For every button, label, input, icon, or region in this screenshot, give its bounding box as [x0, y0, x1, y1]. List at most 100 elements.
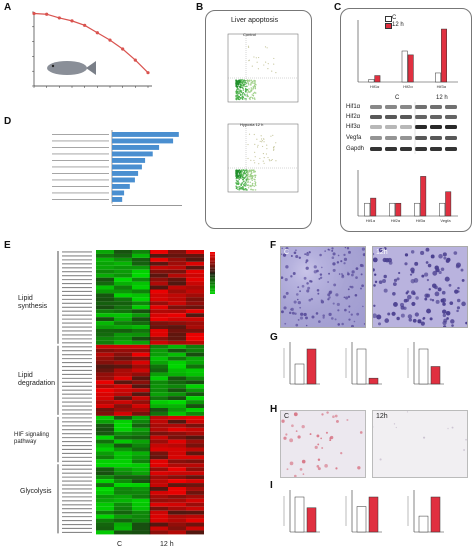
flow-dot	[243, 172, 246, 174]
flow-dot	[241, 182, 243, 184]
heatmap-cell	[96, 530, 114, 535]
tissue-nucleus	[328, 272, 330, 275]
flow-dot	[242, 169, 244, 171]
flow-dot-outlier	[247, 157, 249, 160]
flow-dot-outlier	[266, 148, 268, 150]
flow-dot	[252, 88, 254, 90]
tissue-nucleus	[289, 461, 294, 466]
heatmap-cell	[168, 415, 186, 420]
heatmap-cell	[96, 364, 114, 369]
heatmap-cell	[150, 356, 168, 361]
tissue-nucleus	[373, 426, 374, 428]
heatmap-cell	[96, 277, 114, 282]
tissue-nucleus	[294, 312, 297, 315]
flow-dot	[247, 90, 249, 92]
ctop-bar-Hif3α-0	[435, 72, 441, 83]
heatmap-scale-step	[210, 267, 215, 269]
panel-label-b: B	[196, 2, 204, 13]
flow-dot	[253, 174, 256, 177]
flow-dot-outlier	[265, 61, 267, 63]
flow-dot	[248, 97, 251, 99]
flow-dot	[255, 184, 257, 187]
tissue-nucleus	[294, 412, 297, 415]
heatmap-cell	[168, 388, 186, 393]
heatmap-cell	[186, 305, 204, 310]
flow-dot	[250, 96, 252, 98]
heatmap-cell	[132, 388, 150, 393]
heatmap-cell	[186, 427, 204, 432]
heatmap-cell	[168, 261, 186, 266]
heatmap-cell	[168, 447, 186, 452]
flow-dot	[238, 171, 240, 173]
d-bar-9	[112, 190, 125, 196]
heatmap-cell	[132, 439, 150, 444]
flow-dot	[238, 92, 241, 94]
heatmap-cell	[168, 467, 186, 472]
tissue-nucleus	[407, 314, 413, 319]
tissue-nucleus	[440, 298, 445, 303]
tissue-nucleus	[336, 302, 340, 307]
blot-band	[385, 115, 397, 119]
flow-dot	[250, 87, 252, 89]
tissue-nucleus	[319, 276, 323, 279]
heatmap-cell	[186, 269, 204, 274]
blot-band	[415, 147, 427, 151]
tissue-nucleus	[325, 431, 328, 434]
tissue-nucleus	[320, 300, 325, 304]
heatmap-cell	[132, 447, 150, 452]
tissue-nucleus	[297, 286, 300, 289]
heatmap-cell	[186, 344, 204, 349]
blot-header-hypoxia: 12 h	[436, 95, 448, 101]
blot-band	[400, 125, 412, 129]
heatmap-cell	[132, 273, 150, 278]
heatmap-cell	[186, 411, 204, 416]
heatmap-cell	[96, 388, 114, 393]
heatmap-cell	[96, 463, 114, 468]
flow-dot	[249, 181, 251, 184]
flow-dot	[249, 84, 252, 86]
heatmap-cell	[96, 510, 114, 515]
heatmap-cell	[132, 257, 150, 262]
flow-dot	[253, 171, 255, 173]
flow-dot-outlier	[258, 56, 260, 59]
heatmap-cell	[150, 380, 168, 385]
heatmap-cell	[150, 257, 168, 262]
heatmap-cell	[132, 443, 150, 448]
heatmap-cell	[96, 321, 114, 326]
heatmap-cell	[114, 388, 132, 393]
heatmap-cell	[96, 415, 114, 420]
heatmap-cell	[168, 427, 186, 432]
heatmap-cell	[114, 336, 132, 341]
tissue-nucleus	[290, 254, 293, 257]
flow-dot	[246, 80, 249, 83]
heatmap-cell	[132, 384, 150, 389]
heatmap-cell	[186, 340, 204, 345]
heatmap-cell	[96, 447, 114, 452]
a-point-9	[146, 71, 150, 75]
blot-band	[385, 105, 397, 109]
heatmap-cell	[96, 253, 114, 258]
flow-dot-outlier	[256, 138, 258, 140]
heatmap-cell	[132, 380, 150, 385]
flow-dot-outlier	[247, 45, 250, 47]
flow-dot	[243, 79, 245, 82]
heatmap-cell	[150, 273, 168, 278]
heatmap-scale-step	[210, 289, 215, 292]
heatmap-cell	[132, 471, 150, 476]
flow-dot	[245, 189, 247, 191]
heatmap-cell	[186, 435, 204, 440]
heatmap-cell	[132, 510, 150, 515]
tissue-nucleus	[317, 443, 320, 446]
heatmap-cell	[96, 396, 114, 401]
tissue-nucleus	[329, 435, 334, 440]
heatmap-cell	[168, 269, 186, 274]
tissue-nucleus	[442, 252, 447, 257]
flow-dot	[235, 98, 238, 100]
heatmap-cell	[96, 313, 114, 318]
flow-dot	[247, 187, 250, 189]
heatmap-cell	[96, 384, 114, 389]
tissue-nucleus	[315, 312, 319, 315]
panel-label-a: A	[4, 2, 12, 13]
flow-dot-outlier	[273, 63, 275, 65]
blot-row-hif1a: Hif1α	[346, 104, 361, 110]
